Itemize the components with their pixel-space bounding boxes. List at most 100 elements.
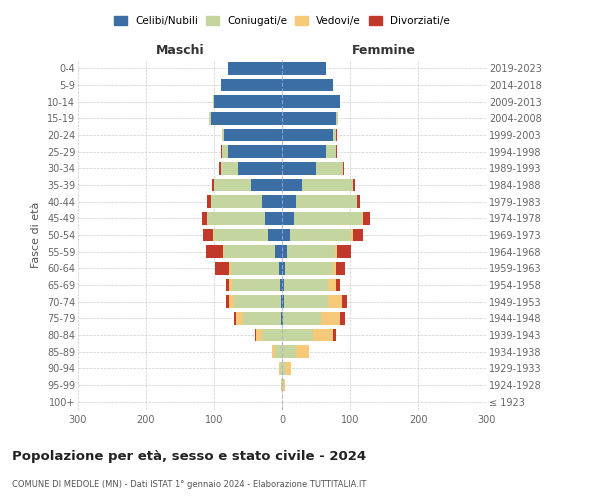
Y-axis label: Fasce di età: Fasce di età [31,202,41,268]
Bar [333,129,337,141]
Bar [282,212,294,224]
Bar [280,279,282,291]
Bar [353,229,363,241]
Bar [262,329,282,341]
Bar [234,312,236,324]
Bar [232,279,280,291]
Bar [282,229,290,241]
Bar [256,329,262,341]
Bar [220,162,221,174]
Bar [275,246,282,258]
Bar [294,212,362,224]
Bar [214,179,251,192]
Bar [281,296,282,308]
Bar [236,312,243,324]
Bar [328,296,342,308]
Bar [362,212,363,224]
Bar [222,129,224,141]
Bar [238,162,282,174]
Bar [221,162,238,174]
Bar [215,262,229,274]
Bar [268,229,282,241]
Bar [212,179,214,192]
Bar [302,179,353,192]
Bar [282,246,287,258]
Bar [316,162,343,174]
Bar [221,79,282,92]
Bar [207,212,265,224]
Bar [282,346,296,358]
Bar [224,246,275,258]
Bar [282,329,313,341]
Bar [282,296,284,308]
Bar [262,196,282,208]
Bar [283,379,286,391]
Bar [282,379,283,391]
Bar [296,196,357,208]
Bar [282,129,333,141]
Bar [229,262,231,274]
Bar [281,379,282,391]
Bar [337,246,350,258]
Bar [337,262,344,274]
Text: Femmine: Femmine [352,44,416,57]
Bar [226,279,229,291]
Bar [280,362,282,374]
Bar [211,196,262,208]
Bar [223,246,224,258]
Bar [286,262,333,274]
Bar [313,329,333,341]
Bar [321,312,340,324]
Bar [282,79,333,92]
Bar [207,196,211,208]
Bar [206,246,223,258]
Bar [333,262,337,274]
Bar [287,246,335,258]
Bar [363,212,370,224]
Bar [284,296,328,308]
Bar [275,346,282,358]
Bar [290,229,352,241]
Bar [282,279,284,291]
Bar [281,312,282,324]
Legend: Celibi/Nubili, Coniugati/e, Vedovi/e, Divorziati/e: Celibi/Nubili, Coniugati/e, Vedovi/e, Di… [114,16,450,26]
Bar [278,262,282,274]
Bar [296,346,309,358]
Bar [224,129,282,141]
Bar [221,146,222,158]
Bar [251,179,282,192]
Bar [326,146,337,158]
Bar [282,196,296,208]
Bar [284,279,328,291]
Bar [282,262,286,274]
Bar [229,279,232,291]
Bar [214,229,268,241]
Bar [211,112,282,124]
Bar [243,312,281,324]
Bar [337,279,340,291]
Bar [282,146,326,158]
Bar [203,229,214,241]
Bar [286,362,291,374]
Bar [352,229,353,241]
Bar [222,146,227,158]
Bar [353,179,355,192]
Bar [282,362,286,374]
Bar [333,329,337,341]
Bar [227,62,282,74]
Text: COMUNE DI MEDOLE (MN) - Dati ISTAT 1° gennaio 2024 - Elaborazione TUTTITALIA.IT: COMUNE DI MEDOLE (MN) - Dati ISTAT 1° ge… [12,480,367,489]
Bar [214,96,282,108]
Text: Maschi: Maschi [155,44,205,57]
Bar [282,312,283,324]
Bar [229,296,235,308]
Bar [235,296,281,308]
Bar [231,262,278,274]
Bar [343,162,344,174]
Bar [337,112,338,124]
Bar [282,162,316,174]
Bar [357,196,360,208]
Bar [342,296,347,308]
Bar [255,329,256,341]
Bar [282,112,337,124]
Bar [279,362,280,374]
